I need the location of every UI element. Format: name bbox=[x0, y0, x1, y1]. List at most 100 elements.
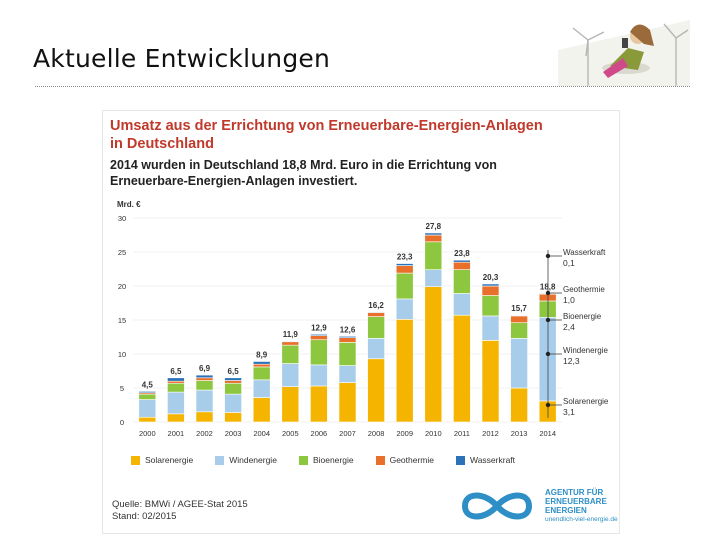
bar-segment-bio-2012 bbox=[481, 295, 500, 317]
bar-segment-water-2004 bbox=[252, 361, 271, 365]
x-tick-label-2008: 2008 bbox=[368, 429, 385, 438]
bar-segment-wind-2009 bbox=[395, 298, 414, 320]
bar-segment-water-2010 bbox=[424, 232, 443, 236]
x-tick-label-2004: 2004 bbox=[253, 429, 270, 438]
bar-segment-solar-2012 bbox=[481, 340, 500, 423]
y-tick-label: 5 bbox=[120, 384, 124, 393]
bar-segment-geo-2006 bbox=[310, 335, 328, 341]
wind-turbine-illustration bbox=[558, 20, 690, 86]
y-tick-label: 25 bbox=[118, 248, 126, 257]
bar-segment-geo-2007 bbox=[338, 337, 357, 343]
bar-segment-solar-2010 bbox=[424, 286, 443, 423]
annotation-dot-bio bbox=[545, 317, 551, 323]
bar-segment-wind-2000 bbox=[138, 399, 157, 418]
annotation-value-water: 0,1 bbox=[563, 258, 575, 268]
bar-segment-water-2001 bbox=[167, 377, 185, 382]
legend-label-water: Wasserkraft bbox=[470, 455, 516, 465]
x-tick-label-2006: 2006 bbox=[311, 429, 328, 438]
legend-label-solar: Solarenergie bbox=[145, 455, 194, 465]
total-label-2010: 27,8 bbox=[426, 222, 442, 231]
legend-label-wind: Windenergie bbox=[229, 455, 277, 465]
legend-item-bio: Bioenergie bbox=[298, 455, 354, 465]
bar-segment-wind-2007 bbox=[338, 365, 357, 383]
bar-segment-bio-2007 bbox=[338, 342, 357, 366]
annotation-dot-water bbox=[545, 253, 551, 259]
annotation-dot-solar bbox=[545, 402, 551, 408]
bar-segment-geo-2001 bbox=[167, 380, 185, 384]
legend-swatch-solar bbox=[131, 455, 140, 465]
annotation-label-water: Wasserkraft bbox=[563, 248, 606, 257]
x-tick-label-2011: 2011 bbox=[454, 429, 470, 438]
bar-segment-bio-2005 bbox=[281, 344, 300, 364]
agency-name-line-3: ENERGIEN bbox=[545, 506, 587, 515]
bar-segment-water-2009 bbox=[395, 263, 414, 266]
agency-name-line-1: AGENTUR FÜR bbox=[545, 488, 604, 497]
agency-url: unendlich-viel-energie.de bbox=[545, 516, 618, 523]
bar-segment-geo-2011 bbox=[453, 261, 471, 270]
y-axis-label: Mrd. € bbox=[117, 200, 141, 209]
chart-legend: Solarenergie Windenergie Bioenergie Geot… bbox=[131, 455, 537, 465]
bar-segment-solar-2008 bbox=[367, 358, 385, 423]
x-tick-label-2009: 2009 bbox=[396, 429, 413, 438]
bar-segment-water-2011 bbox=[453, 259, 471, 263]
bar-segment-water-2012 bbox=[481, 283, 500, 287]
x-tick-label-2013: 2013 bbox=[511, 429, 528, 438]
total-label-2008: 16,2 bbox=[368, 301, 384, 310]
bar-segment-geo-2009 bbox=[395, 265, 414, 274]
chart-title-line-1: Umsatz aus der Errichtung von Erneuerbar… bbox=[110, 118, 543, 134]
bar-segment-water-2008 bbox=[367, 311, 385, 313]
y-tick-label: 30 bbox=[118, 214, 126, 223]
bar-segment-wind-2013 bbox=[510, 338, 528, 389]
x-tick-label-2010: 2010 bbox=[425, 429, 442, 438]
bar-segment-bio-2013 bbox=[510, 322, 528, 339]
annotation-dot-geo bbox=[545, 290, 551, 296]
y-tick-label: 0 bbox=[120, 418, 124, 427]
chart-panel bbox=[103, 111, 619, 533]
bar-segment-geo-2008 bbox=[367, 312, 385, 317]
bar-segment-geo-2005 bbox=[281, 341, 300, 346]
bar-segment-bio-2010 bbox=[424, 241, 443, 270]
bar-segment-wind-2001 bbox=[167, 391, 185, 415]
bar-segment-solar-2007 bbox=[338, 382, 357, 423]
bar-segment-solar-2013 bbox=[510, 387, 528, 423]
legend-swatch-water bbox=[456, 455, 465, 465]
legend-item-wind: Windenergie bbox=[215, 455, 277, 465]
annotation-value-wind: 12,3 bbox=[563, 356, 580, 366]
bar-segment-water-2007 bbox=[338, 336, 357, 338]
annotation-label-wind: Windenergie bbox=[563, 346, 608, 355]
agency-name-line-2: ERNEUERBARE bbox=[545, 497, 607, 506]
total-label-2012: 20,3 bbox=[483, 273, 499, 282]
x-tick-label-2005: 2005 bbox=[282, 429, 299, 438]
bar-segment-geo-2003 bbox=[224, 380, 242, 384]
total-label-2005: 11,9 bbox=[283, 330, 299, 339]
legend-item-water: Wasserkraft bbox=[456, 455, 515, 465]
annotation-value-solar: 3,1 bbox=[563, 407, 575, 417]
chart-subtitle: 2014 wurden in Deutschland 18,8 Mrd. Eur… bbox=[110, 157, 530, 189]
bar-segment-bio-2002 bbox=[195, 380, 214, 391]
y-tick-label: 10 bbox=[118, 350, 126, 359]
x-tick-label-2002: 2002 bbox=[196, 429, 213, 438]
x-tick-label-2001: 2001 bbox=[168, 429, 185, 438]
bar-segment-geo-2004 bbox=[252, 363, 271, 368]
infinity-icon bbox=[461, 492, 533, 520]
total-label-2007: 12,6 bbox=[340, 325, 356, 334]
agency-name: AGENTUR FÜR ERNEUERBARE ENERGIEN bbox=[545, 488, 607, 515]
annotation-dot-wind bbox=[545, 351, 551, 357]
total-label-2004: 8,9 bbox=[256, 350, 268, 359]
y-tick-label: 20 bbox=[118, 282, 126, 291]
bar-segment-wind-2008 bbox=[367, 338, 385, 360]
bar-segment-bio-2000 bbox=[138, 393, 157, 400]
x-tick-label-2012: 2012 bbox=[482, 429, 499, 438]
bar-segment-bio-2004 bbox=[252, 366, 271, 381]
bar-segment-bio-2006 bbox=[310, 339, 328, 366]
total-label-2013: 15,7 bbox=[511, 304, 527, 313]
y-tick-label: 15 bbox=[118, 316, 126, 325]
x-tick-label-2007: 2007 bbox=[339, 429, 356, 438]
bar-segment-solar-2009 bbox=[395, 319, 414, 423]
x-tick-label-2000: 2000 bbox=[139, 429, 156, 438]
total-label-2001: 6,5 bbox=[170, 367, 182, 376]
bar-segment-geo-2010 bbox=[424, 234, 443, 243]
bar-segment-bio-2009 bbox=[395, 272, 414, 300]
total-label-2003: 6,5 bbox=[228, 367, 240, 376]
bar-segment-bio-2011 bbox=[453, 269, 471, 294]
